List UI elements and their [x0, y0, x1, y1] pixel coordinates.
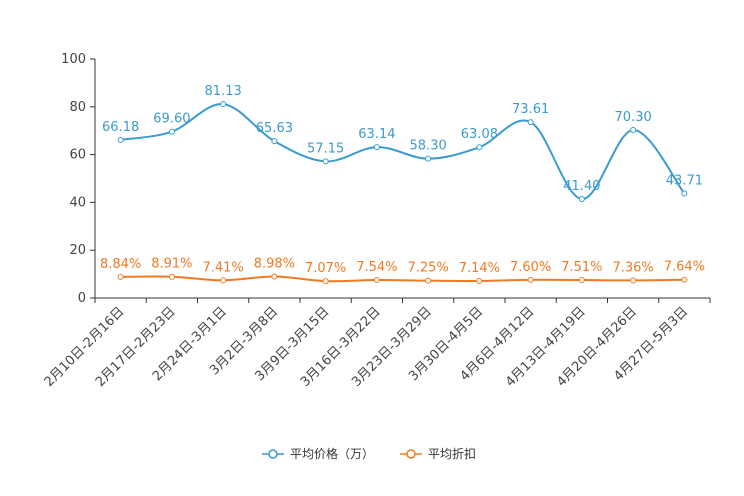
data-point — [168, 273, 175, 280]
data-label: 7.36% — [612, 260, 653, 275]
legend-item-average-price[interactable]: 平均价格（万） — [262, 446, 374, 461]
data-label: 7.25% — [407, 261, 448, 276]
data-label: 8.91% — [151, 257, 192, 272]
data-label: 8.84% — [100, 257, 141, 272]
data-label: 65.63 — [256, 121, 293, 136]
data-point — [220, 277, 227, 284]
data-point — [476, 144, 483, 151]
legend-item-average-discount[interactable]: 平均折扣 — [400, 446, 476, 461]
data-label: 81.13 — [205, 84, 242, 99]
data-label: 69.60 — [153, 112, 190, 127]
series-average-discount: 8.84% 8.91% 7.41% 8.98% 7.07% 7.54% 7.25% 7.14%… — [100, 257, 705, 285]
data-point — [322, 278, 329, 285]
data-point — [220, 101, 227, 108]
legend-label: 平均价格（万） — [290, 446, 374, 461]
data-point — [117, 136, 124, 143]
legend-label: 平均折扣 — [428, 446, 476, 461]
y-tick-label: 60 — [69, 148, 86, 163]
data-point — [476, 277, 483, 284]
data-label: 58.30 — [410, 139, 447, 154]
data-label: 7.07% — [305, 261, 346, 276]
y-tick-label: 0 — [78, 291, 86, 306]
data-label: 7.60% — [510, 260, 551, 275]
data-label: 7.51% — [561, 260, 602, 275]
data-label: 73.61 — [512, 102, 549, 117]
data-point — [271, 273, 278, 280]
series-line — [120, 275, 685, 283]
data-point — [630, 126, 637, 133]
data-point — [425, 277, 432, 284]
series-layer: 66.18 69.60 81.13 65.63 57.15 63.14 58.30 63.08… — [100, 84, 705, 285]
data-point — [373, 144, 380, 151]
data-label: 7.14% — [459, 261, 500, 276]
data-point — [168, 128, 175, 135]
data-point — [681, 276, 688, 283]
data-label: 70.30 — [615, 110, 652, 125]
data-label: 57.15 — [307, 141, 344, 156]
y-tick-label: 20 — [69, 243, 86, 258]
data-point — [271, 138, 278, 145]
data-point — [527, 276, 534, 283]
y-tick-label: 100 — [61, 52, 86, 67]
data-point — [117, 273, 124, 280]
legend-marker-icon — [268, 449, 278, 459]
data-label: 7.54% — [356, 260, 397, 275]
legend-marker-icon — [406, 449, 416, 459]
data-label: 7.41% — [202, 260, 243, 275]
y-tick-label: 80 — [69, 100, 86, 115]
data-point — [578, 277, 585, 284]
data-point — [322, 158, 329, 165]
legend[interactable]: 平均价格（万） 平均折扣 — [262, 446, 476, 461]
data-label: 63.14 — [358, 127, 395, 142]
data-point — [630, 277, 637, 284]
data-label: 66.18 — [102, 120, 139, 135]
data-label: 63.08 — [461, 127, 498, 142]
data-point — [425, 155, 432, 162]
data-point — [373, 276, 380, 283]
data-label: 7.64% — [664, 260, 705, 275]
axes: 0204060801002月10日-2月16日2月17日-2月23日2月24日-… — [42, 52, 711, 390]
data-label: 41.40 — [563, 179, 600, 194]
y-tick-label: 40 — [69, 195, 86, 210]
data-label: 8.98% — [254, 257, 295, 272]
data-point — [681, 190, 688, 197]
series-average-price: 66.18 69.60 81.13 65.63 57.15 63.14 58.30 63.08… — [102, 84, 703, 203]
data-point — [578, 196, 585, 203]
data-label: 43.71 — [666, 174, 703, 189]
data-point — [527, 119, 534, 126]
